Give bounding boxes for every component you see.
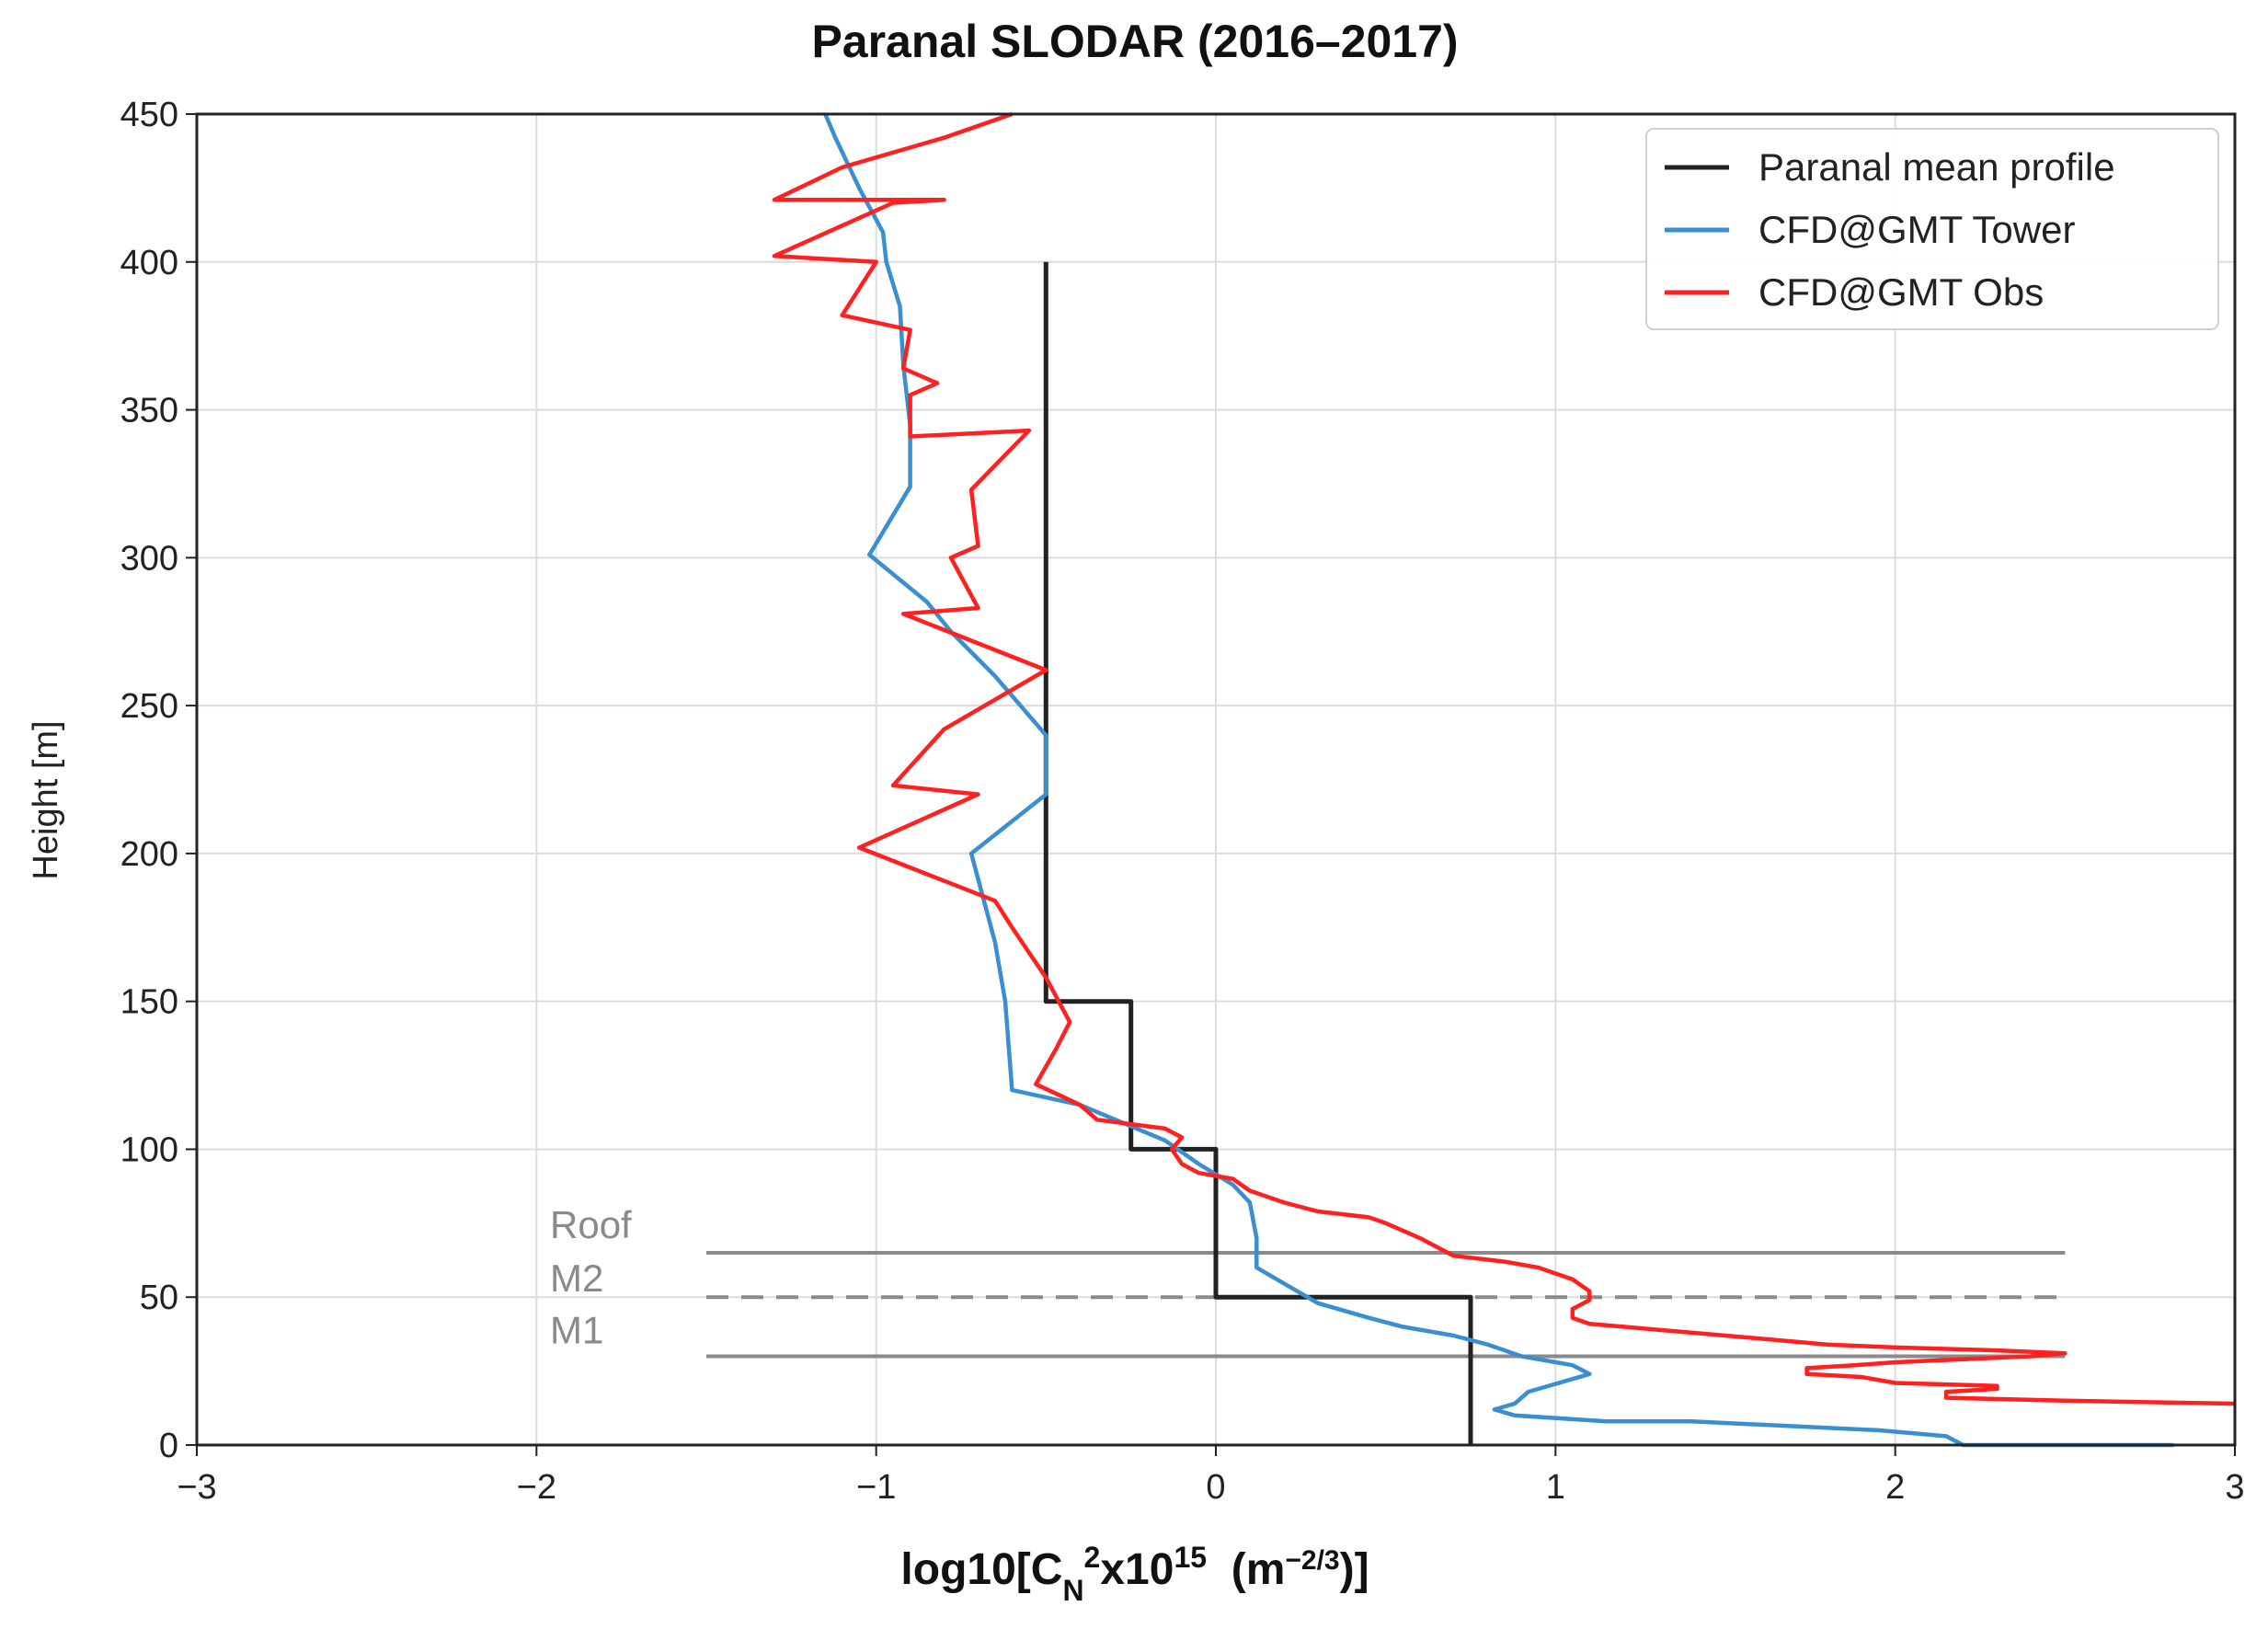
y-axis-ticks: 0 50 100 150 200 250 300 350 400 450 bbox=[120, 96, 197, 1465]
x-axis-label-sub: N bbox=[1062, 1574, 1083, 1607]
y-tick-label: 450 bbox=[120, 96, 178, 134]
legend-label-0: Paranal mean profile bbox=[1758, 145, 2115, 189]
reference-lines: Roof M2 M1 bbox=[550, 1203, 2066, 1359]
y-tick-label: 150 bbox=[120, 983, 178, 1022]
x-axis-label-prefix: log10[C bbox=[900, 1545, 1062, 1594]
series-line-2 bbox=[772, 111, 2236, 1406]
y-tick-label: 400 bbox=[120, 244, 178, 282]
legend: Paranal mean profile CFD@GMT Tower CFD@GMT… bbox=[1645, 128, 2219, 330]
y-axis-label: Height [m] bbox=[27, 720, 65, 879]
x-tick-label: −1 bbox=[856, 1468, 896, 1507]
x-axis-label-unit-open: (m bbox=[1207, 1545, 1285, 1594]
x-axis-label-unit-close: )] bbox=[1340, 1545, 1369, 1594]
x-tick-label: 1 bbox=[1546, 1468, 1565, 1507]
series-lines bbox=[772, 111, 2236, 1448]
y-tick-label: 300 bbox=[120, 539, 178, 578]
x-tick-label: −3 bbox=[177, 1468, 216, 1507]
x-tick-label: −2 bbox=[517, 1468, 556, 1507]
x-axis-label-unit-sup: −2/3 bbox=[1285, 1545, 1339, 1576]
reference-label-roof: Roof bbox=[550, 1203, 632, 1246]
x-tick-label: 3 bbox=[2225, 1468, 2244, 1507]
y-tick-label: 100 bbox=[120, 1130, 178, 1169]
y-tick-label: 50 bbox=[140, 1279, 178, 1317]
reference-label-m1: M1 bbox=[550, 1309, 603, 1352]
x-tick-label: 0 bbox=[1206, 1468, 1225, 1507]
x-axis-label-sup: 2 bbox=[1084, 1541, 1101, 1574]
x-axis-label: log10[CN2x1015 (m−2/3)] bbox=[900, 1541, 1369, 1607]
legend-label-2: CFD@GMT Obs bbox=[1758, 270, 2044, 314]
y-tick-label: 0 bbox=[159, 1427, 178, 1465]
chart-title: Paranal SLODAR (2016–2017) bbox=[811, 16, 1458, 67]
x-axis-label-sup2: 15 bbox=[1174, 1541, 1207, 1574]
x-axis-label-mid: x10 bbox=[1100, 1545, 1174, 1594]
y-tick-label: 200 bbox=[120, 835, 178, 874]
reference-label-m2: M2 bbox=[550, 1256, 603, 1300]
legend-label-1: CFD@GMT Tower bbox=[1758, 208, 2075, 251]
legend-box bbox=[1645, 128, 2219, 330]
x-tick-label: 2 bbox=[1885, 1468, 1905, 1507]
x-axis-ticks: −3 −2 −1 0 1 2 3 bbox=[177, 1445, 2245, 1507]
y-tick-label: 250 bbox=[120, 687, 178, 726]
y-tick-label: 350 bbox=[120, 392, 178, 430]
